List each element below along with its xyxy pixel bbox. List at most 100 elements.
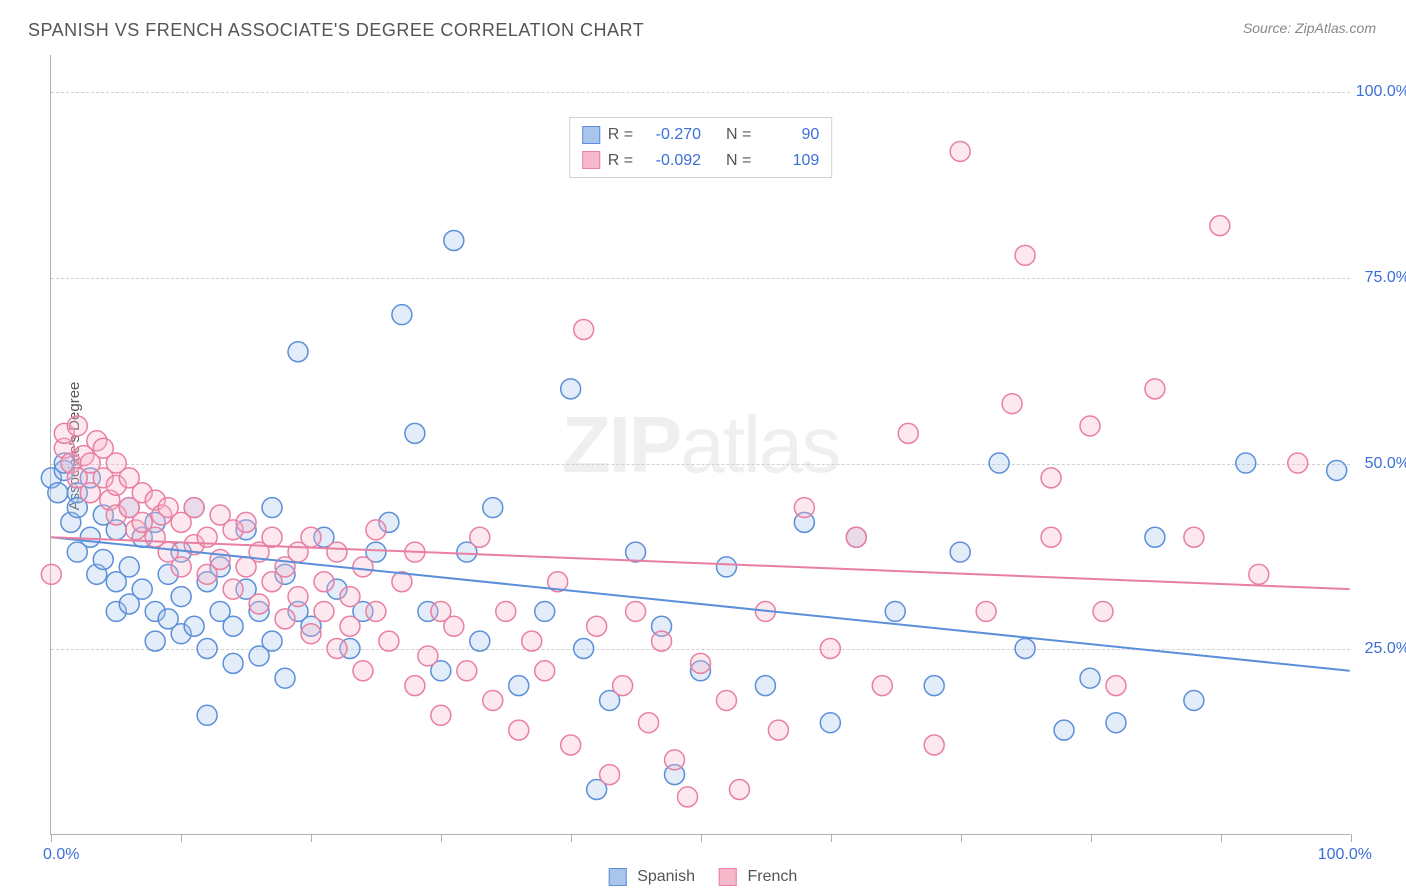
spanish-point <box>1106 713 1126 733</box>
x-tick <box>1221 834 1222 842</box>
x-tick <box>51 834 52 842</box>
spanish-point <box>288 342 308 362</box>
french-point <box>405 676 425 696</box>
french-point <box>353 661 373 681</box>
spanish-trendline <box>51 537 1349 671</box>
french-point <box>314 572 334 592</box>
french-point <box>249 594 269 614</box>
french-point <box>1041 468 1061 488</box>
french-point <box>522 631 542 651</box>
spanish-point <box>470 631 490 651</box>
spanish-point <box>1015 639 1035 659</box>
x-tick <box>961 834 962 842</box>
spanish-point <box>262 631 282 651</box>
french-point <box>898 423 918 443</box>
french-point <box>262 527 282 547</box>
french-point <box>366 601 386 621</box>
spanish-point <box>989 453 1009 473</box>
x-tick <box>441 834 442 842</box>
spanish-point <box>171 587 191 607</box>
legend-item-spanish: Spanish <box>609 868 695 886</box>
legend-r-value-french: -0.092 <box>641 148 701 174</box>
spanish-point <box>405 423 425 443</box>
french-point <box>924 735 944 755</box>
french-point <box>470 527 490 547</box>
spanish-point <box>392 305 412 325</box>
french-point <box>1041 527 1061 547</box>
correlation-legend: R = -0.270 N = 90 R = -0.092 N = 109 <box>569 117 833 178</box>
spanish-point <box>755 676 775 696</box>
french-point <box>444 616 464 636</box>
french-point <box>301 624 321 644</box>
spanish-point <box>132 579 152 599</box>
spanish-point <box>509 676 529 696</box>
french-point <box>509 720 529 740</box>
spanish-point <box>223 653 243 673</box>
spanish-point <box>1054 720 1074 740</box>
french-point <box>496 601 516 621</box>
spanish-point <box>1236 453 1256 473</box>
legend-label-spanish: Spanish <box>637 868 695 885</box>
spanish-point <box>924 676 944 696</box>
legend-r-label: R = <box>608 122 633 148</box>
legend-r-label: R = <box>608 148 633 174</box>
french-point <box>1015 245 1035 265</box>
spanish-point <box>820 713 840 733</box>
french-point <box>652 631 672 651</box>
legend-r-value-spanish: -0.270 <box>641 122 701 148</box>
legend-swatch-french <box>582 151 600 169</box>
x-tick <box>571 834 572 842</box>
legend-n-value-french: 109 <box>759 148 819 174</box>
french-point <box>1106 676 1126 696</box>
french-point <box>846 527 866 547</box>
x-tick <box>311 834 312 842</box>
french-point <box>600 765 620 785</box>
french-point <box>691 653 711 673</box>
french-point <box>457 661 477 681</box>
spanish-point <box>885 601 905 621</box>
french-point <box>353 557 373 577</box>
spanish-point <box>184 616 204 636</box>
french-point <box>678 787 698 807</box>
x-tick <box>831 834 832 842</box>
french-point <box>574 320 594 340</box>
french-point <box>1145 379 1165 399</box>
legend-row-french: R = -0.092 N = 109 <box>582 148 820 174</box>
spanish-point <box>197 639 217 659</box>
x-tick <box>1351 834 1352 842</box>
french-point <box>613 676 633 696</box>
french-point <box>716 690 736 710</box>
x-axis-max-label: 100.0% <box>1318 846 1372 864</box>
spanish-point <box>1327 460 1347 480</box>
french-point <box>184 498 204 518</box>
source-label: Source: ZipAtlas.com <box>1243 20 1376 36</box>
spanish-point <box>444 230 464 250</box>
french-point <box>820 639 840 659</box>
french-point <box>1184 527 1204 547</box>
french-point <box>418 646 438 666</box>
french-point <box>665 750 685 770</box>
french-point <box>379 631 399 651</box>
x-tick <box>1091 834 1092 842</box>
french-point <box>223 579 243 599</box>
french-point <box>1249 564 1269 584</box>
spanish-point <box>262 498 282 518</box>
french-point <box>340 587 360 607</box>
spanish-point <box>1080 668 1100 688</box>
legend-n-label: N = <box>726 122 751 148</box>
french-point <box>288 587 308 607</box>
spanish-point <box>574 639 594 659</box>
french-point <box>41 564 61 584</box>
spanish-point <box>119 557 139 577</box>
spanish-point <box>950 542 970 562</box>
french-point <box>1093 601 1113 621</box>
french-point <box>950 141 970 161</box>
french-point <box>1288 453 1308 473</box>
french-point <box>171 557 191 577</box>
spanish-point <box>535 601 555 621</box>
y-tick-label: 75.0% <box>1365 269 1406 287</box>
french-point <box>1002 394 1022 414</box>
french-point <box>794 498 814 518</box>
french-point <box>327 639 347 659</box>
french-point <box>587 616 607 636</box>
